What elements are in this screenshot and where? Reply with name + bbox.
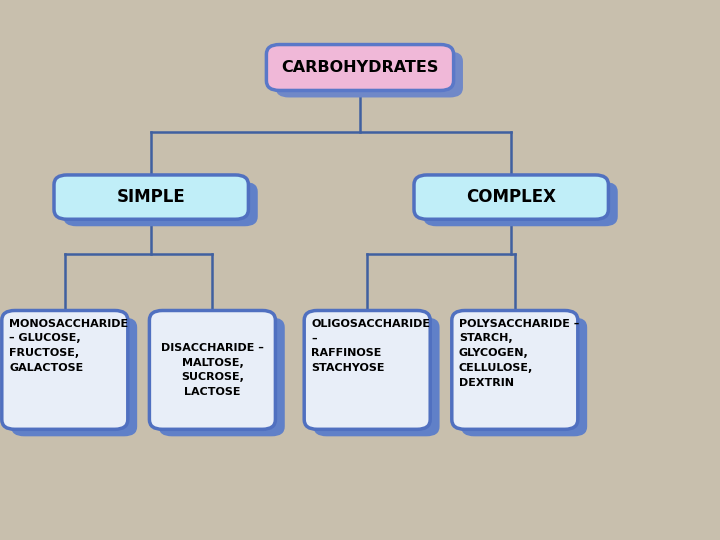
Text: COMPLEX: COMPLEX: [467, 188, 557, 206]
FancyBboxPatch shape: [54, 175, 248, 219]
Text: POLYSACCHARIDE –
STARCH,
GLYCOGEN,
CELLULOSE,
DEXTRIN: POLYSACCHARIDE – STARCH, GLYCOGEN, CELLU…: [459, 319, 580, 388]
Text: MONOSACCHARIDE
– GLUCOSE,
FRUCTOSE,
GALACTOSE: MONOSACCHARIDE – GLUCOSE, FRUCTOSE, GALA…: [9, 319, 128, 373]
FancyBboxPatch shape: [276, 51, 463, 97]
Text: CARBOHYDRATES: CARBOHYDRATES: [282, 60, 438, 75]
FancyBboxPatch shape: [150, 310, 275, 429]
FancyBboxPatch shape: [266, 45, 454, 90]
FancyBboxPatch shape: [158, 318, 285, 436]
FancyBboxPatch shape: [2, 310, 128, 429]
FancyBboxPatch shape: [12, 318, 137, 436]
FancyBboxPatch shape: [304, 310, 430, 429]
FancyBboxPatch shape: [452, 310, 577, 429]
FancyBboxPatch shape: [314, 318, 440, 436]
Text: SIMPLE: SIMPLE: [117, 188, 186, 206]
FancyBboxPatch shape: [461, 318, 588, 436]
FancyBboxPatch shape: [63, 182, 258, 226]
Text: OLIGOSACCHARIDE
–
RAFFINOSE
STACHYOSE: OLIGOSACCHARIDE – RAFFINOSE STACHYOSE: [311, 319, 431, 373]
FancyBboxPatch shape: [423, 182, 618, 226]
FancyBboxPatch shape: [414, 175, 608, 219]
Text: DISACCHARIDE –
MALTOSE,
SUCROSE,
LACTOSE: DISACCHARIDE – MALTOSE, SUCROSE, LACTOSE: [161, 343, 264, 397]
